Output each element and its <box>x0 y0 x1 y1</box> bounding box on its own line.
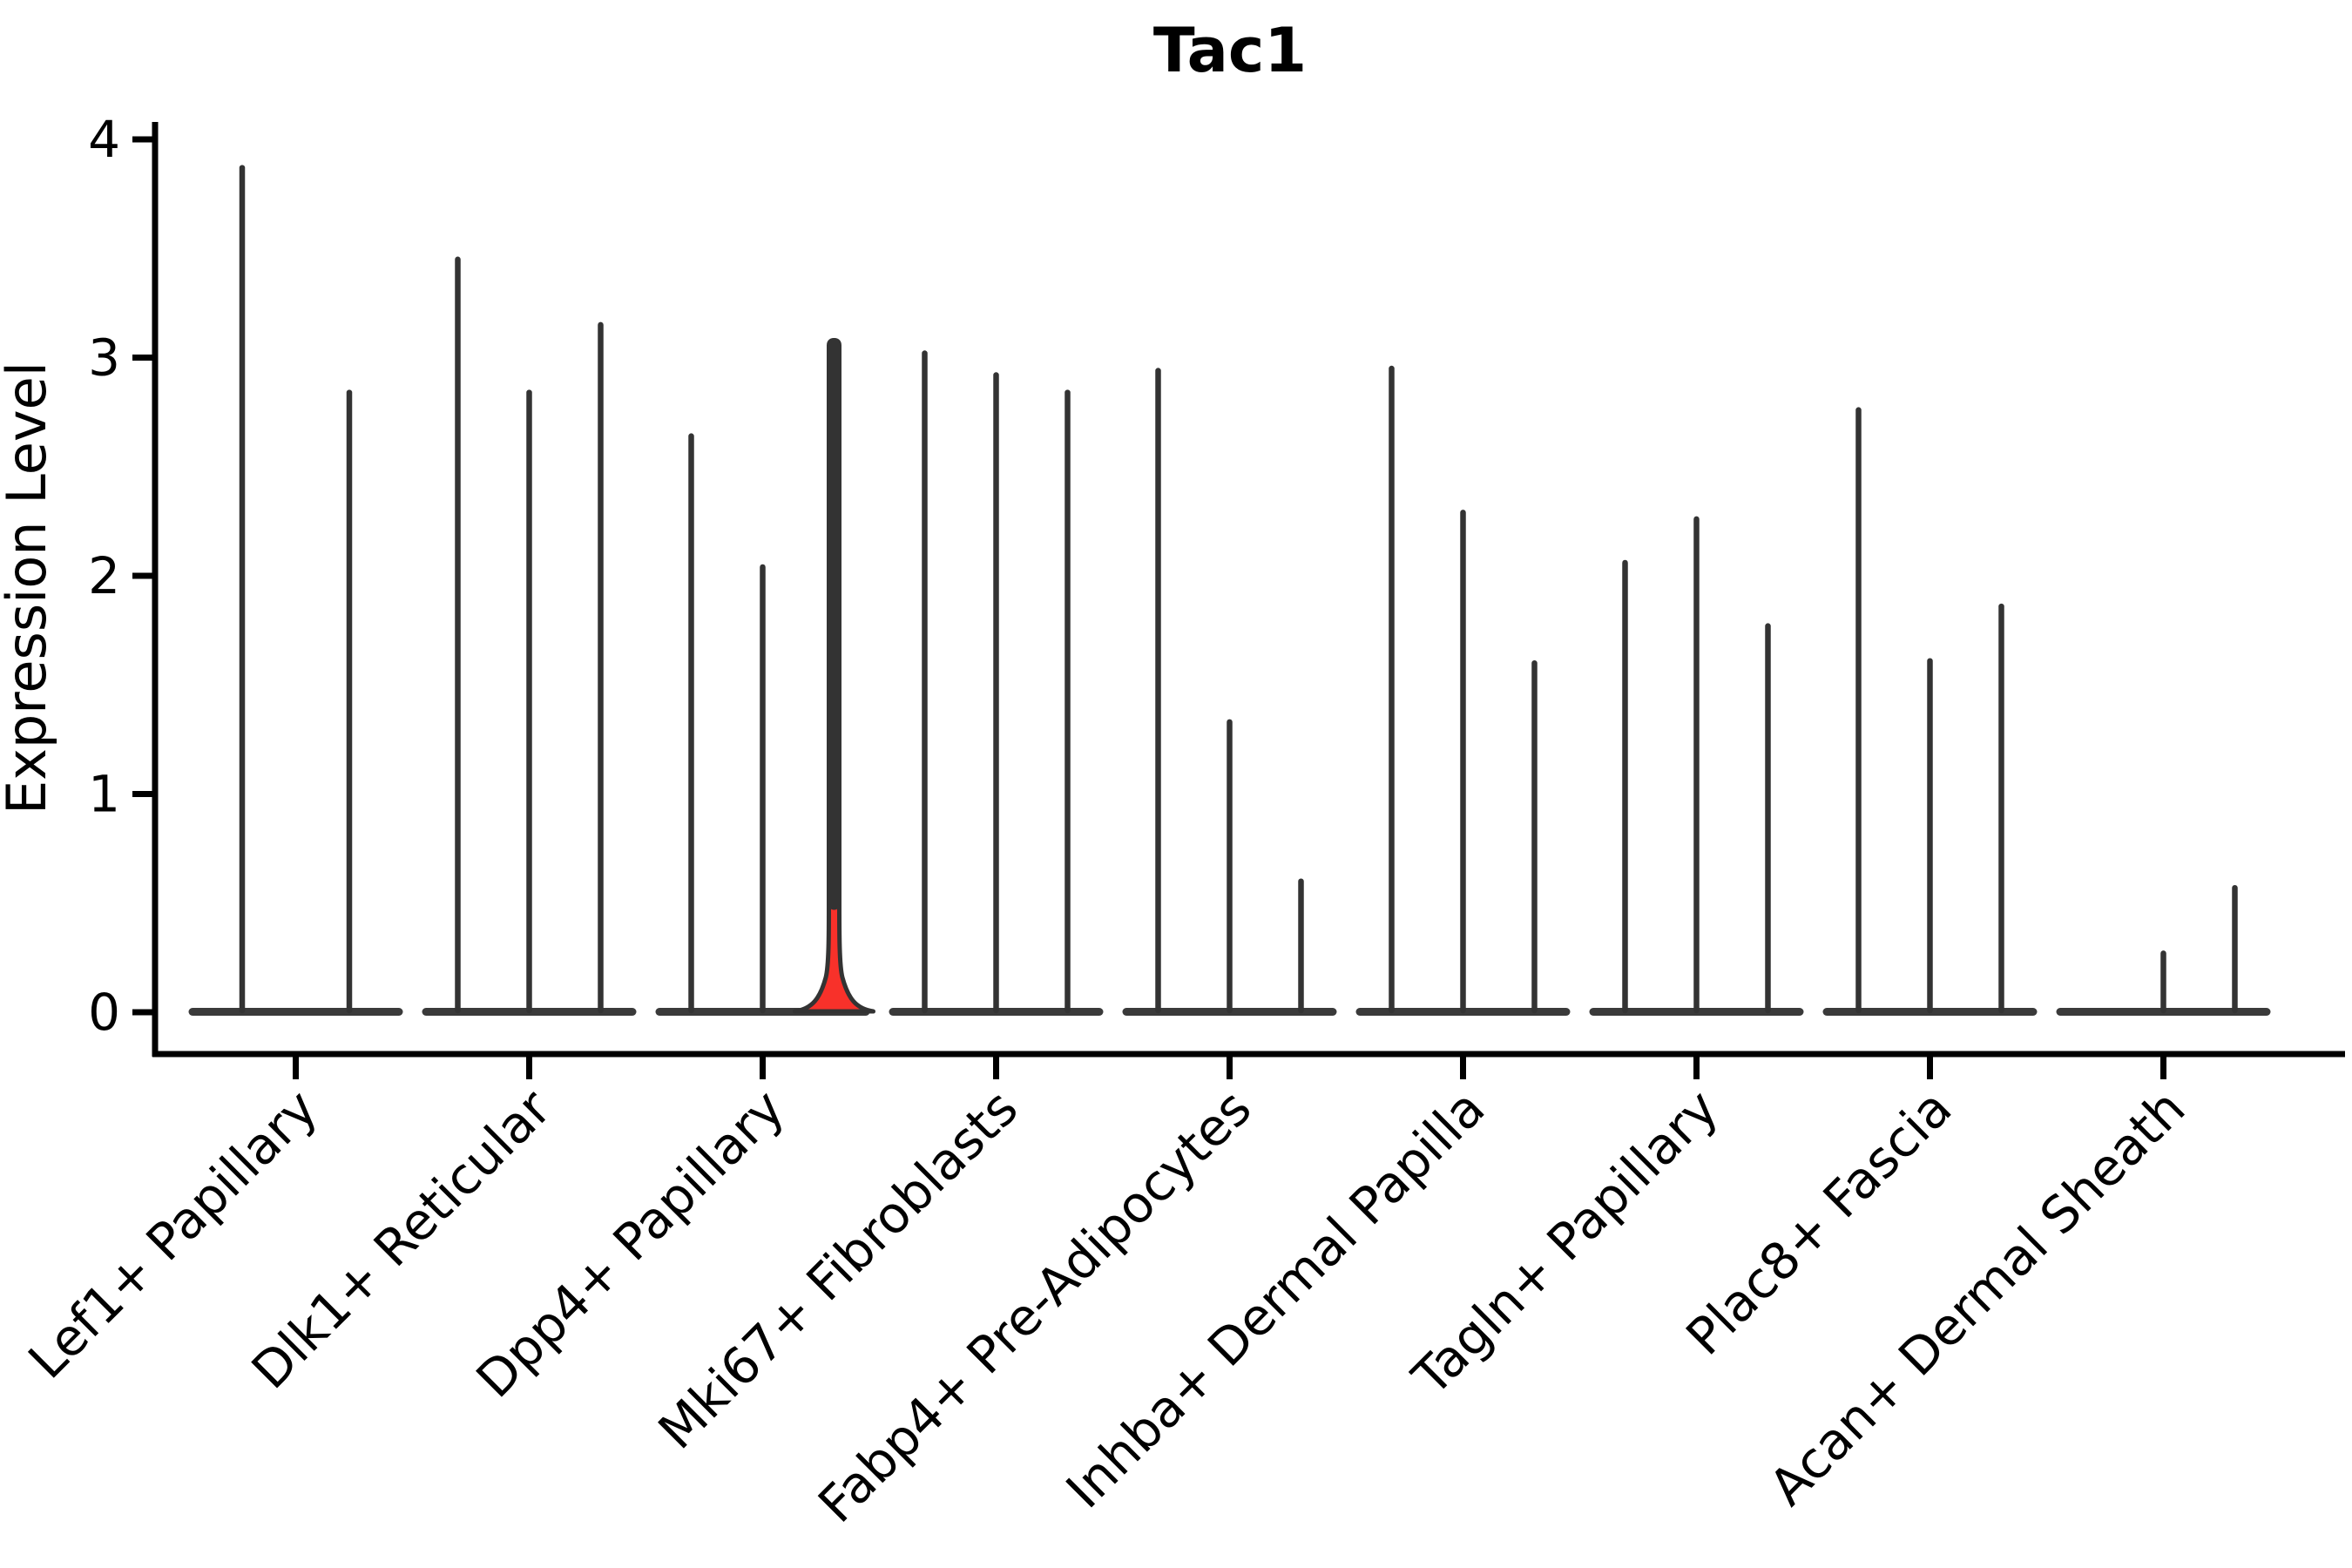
y-tick-label: 1 <box>88 765 120 824</box>
x-tick-label: Inhba+ Dermal Papilla <box>1055 1078 1497 1520</box>
y-axis-title: Expression Level <box>0 362 58 814</box>
y-tick-label: 0 <box>88 983 120 1042</box>
y-tick-label: 2 <box>88 546 120 605</box>
y-tick-label: 3 <box>88 328 120 388</box>
violin-baseline-body <box>188 1008 403 1016</box>
chart-title: Tac1 <box>1153 15 1307 86</box>
x-tick-label: Fabp4+ Pre-Adipocytes <box>807 1078 1262 1534</box>
x-tick-label: Acan+ Dermal Sheath <box>1758 1078 2196 1517</box>
y-tick-label: 4 <box>88 110 120 169</box>
